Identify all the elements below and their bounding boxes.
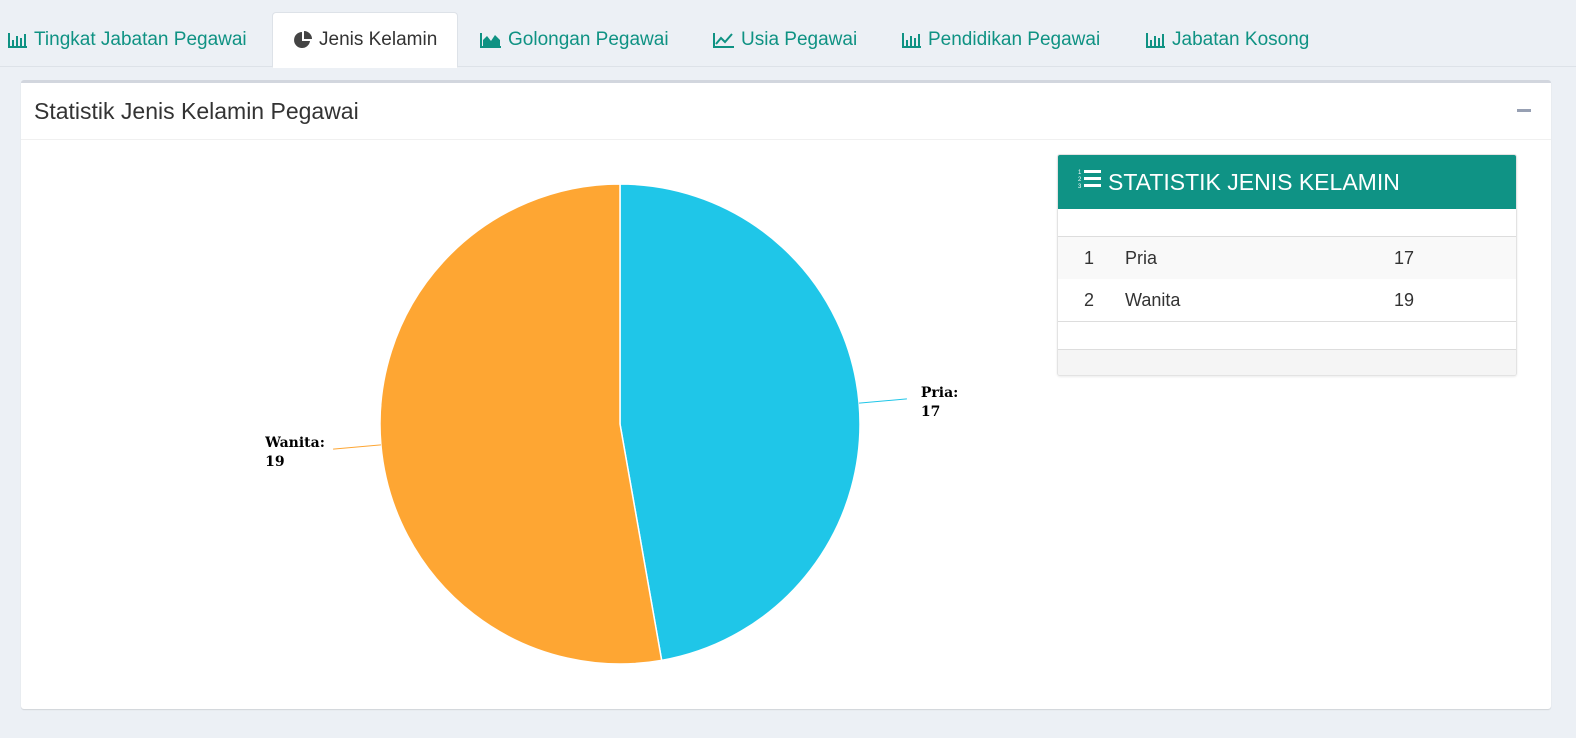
list-ol-icon: 1 2 3 xyxy=(1078,168,1102,196)
stat-panel-footer xyxy=(1058,349,1516,375)
tab-label: Golongan Pegawai xyxy=(508,28,669,50)
tab-label: Tingkat Jabatan Pegawai xyxy=(34,28,247,50)
row-name: Wanita xyxy=(1125,290,1181,310)
tab-jabatan-kosong[interactable]: Jabatan Kosong xyxy=(1146,12,1309,67)
svg-text:2: 2 xyxy=(1078,177,1082,183)
stat-panel: 1 2 3 STATISTIK JENIS KELAMIN 1 Pria 17 … xyxy=(1057,154,1517,376)
tab-bar: Tingkat Jabatan Pegawai Jenis Kelamin Go… xyxy=(0,0,1576,68)
stat-panel-header: 1 2 3 STATISTIK JENIS KELAMIN xyxy=(1058,155,1516,209)
pie-leader-line xyxy=(333,444,381,450)
stat-table-spacer xyxy=(1058,321,1516,349)
table-row: 2 Wanita 19 xyxy=(1058,279,1516,321)
row-name: Pria xyxy=(1125,248,1158,268)
pie-label-value: 19 xyxy=(265,454,284,470)
statistics-box: Statistik Jenis Kelamin Pegawai Pria: 17 W… xyxy=(21,80,1551,709)
pie-label-value: 17 xyxy=(921,404,940,420)
tab-golongan-pegawai[interactable]: Golongan Pegawai xyxy=(480,12,669,67)
line-chart-icon xyxy=(713,31,735,49)
tab-tingkat-jabatan[interactable]: Tingkat Jabatan Pegawai xyxy=(8,12,247,67)
pie-leader-line xyxy=(859,398,907,404)
minus-icon[interactable] xyxy=(1517,109,1531,112)
row-number: 1 xyxy=(1084,248,1095,268)
tab-label: Usia Pegawai xyxy=(741,28,858,50)
stat-table-header xyxy=(1058,209,1516,237)
tab-jenis-kelamin[interactable]: Jenis Kelamin xyxy=(272,12,459,68)
bar-chart-icon xyxy=(1146,31,1166,49)
tab-pendidikan-pegawai[interactable]: Pendidikan Pegawai xyxy=(902,12,1100,67)
row-value: 17 xyxy=(1394,248,1415,268)
stat-panel-title: STATISTIK JENIS KELAMIN xyxy=(1108,168,1400,195)
row-value: 19 xyxy=(1394,290,1415,310)
pie-label-name: Wanita: xyxy=(264,435,325,451)
table-row: 1 Pria 17 xyxy=(1058,237,1516,279)
area-chart-icon xyxy=(480,31,502,49)
svg-text:1: 1 xyxy=(1078,170,1082,176)
pie-slice-wanita[interactable] xyxy=(379,183,663,665)
row-number: 2 xyxy=(1084,290,1095,310)
tab-label: Pendidikan Pegawai xyxy=(928,28,1101,50)
tab-usia-pegawai[interactable]: Usia Pegawai xyxy=(713,12,857,67)
pie-chart-icon xyxy=(293,30,313,50)
tab-label: Jenis Kelamin xyxy=(319,29,438,50)
pie-label-name: Pria: xyxy=(921,385,958,401)
bar-chart-icon xyxy=(902,31,922,49)
pie-slice-pria[interactable] xyxy=(619,183,861,662)
bar-chart-icon xyxy=(8,31,28,49)
box-title: Statistik Jenis Kelamin Pegawai xyxy=(34,98,359,124)
box-header: Statistik Jenis Kelamin Pegawai xyxy=(21,83,1551,140)
tab-label: Jabatan Kosong xyxy=(1172,28,1310,50)
svg-text:3: 3 xyxy=(1078,184,1082,190)
gender-pie-chart: Pria: 17 Wanita: 19 xyxy=(264,183,958,665)
